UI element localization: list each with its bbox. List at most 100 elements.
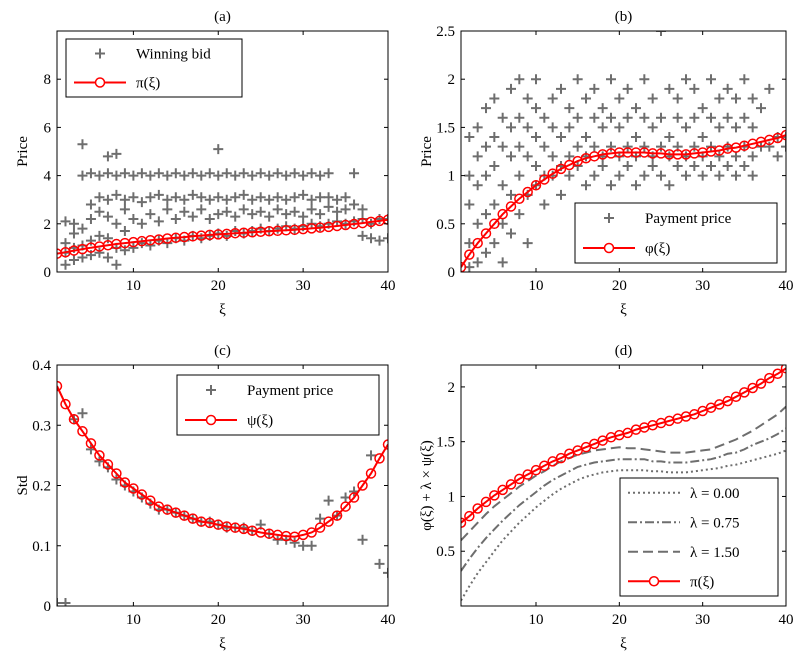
x-tick-label: 20 (211, 278, 226, 294)
y-axis-label: Std (15, 475, 31, 496)
scatter-point (298, 189, 309, 200)
y-tick-label: 0.5 (436, 217, 455, 233)
scatter-point (539, 141, 550, 152)
scatter-point (556, 83, 566, 94)
curve-marker (480, 496, 492, 508)
curve-marker (730, 391, 742, 403)
curve-marker (464, 249, 475, 260)
scatter-point (597, 122, 608, 133)
legend-entry: Payment price (206, 383, 334, 399)
scatter-point (204, 194, 215, 205)
scatter-point (323, 495, 334, 506)
curve-marker (357, 480, 368, 491)
scatter-point (272, 168, 283, 179)
scatter-point (731, 170, 741, 181)
scatter-point (247, 170, 258, 181)
scatter-point (631, 180, 641, 191)
scatter-point (272, 192, 283, 203)
scatter-point (230, 192, 241, 203)
scatter-point (136, 218, 147, 229)
scatter-point (213, 144, 224, 155)
legend-entry: Payment price (604, 211, 732, 227)
scatter-point (597, 160, 608, 171)
x-tick-label: 30 (296, 612, 311, 628)
scatter-point (531, 74, 541, 85)
y-tick-label: 0 (44, 265, 52, 281)
curve-marker (747, 382, 758, 394)
y-tick-label: 2.5 (436, 24, 455, 40)
scatter-point (714, 93, 725, 104)
scatter-point (639, 141, 650, 152)
scatter-point (564, 170, 575, 181)
scatter-point (481, 141, 491, 152)
legend-marker (95, 48, 105, 59)
scatter-point (196, 204, 207, 215)
scatter-point (731, 151, 741, 162)
scatter-point (697, 170, 708, 181)
scatter-point (681, 170, 691, 181)
scatter-point (255, 192, 266, 203)
curve-marker (68, 413, 80, 425)
curve-marker (382, 214, 388, 225)
x-tick-label: 20 (612, 612, 627, 628)
scatter-point (85, 213, 96, 224)
scatter-point (747, 122, 758, 133)
scatter-point (153, 189, 164, 200)
legend-label: π(ξ) (136, 76, 160, 92)
scatter-point (68, 228, 79, 239)
x-tick-label: 10 (529, 612, 544, 628)
scatter-point (102, 151, 113, 162)
y-axis-label: Price (419, 136, 435, 167)
scatter-point (464, 199, 475, 210)
scatter-point (298, 211, 309, 222)
scatter-point (506, 122, 516, 133)
y-tick-label: 0.4 (32, 358, 51, 374)
x-axis-label: ξ (219, 636, 226, 652)
scatter-point (187, 189, 198, 200)
scatter-point (506, 151, 516, 162)
curve-marker (348, 492, 360, 503)
scatter-point (128, 192, 139, 203)
scatter-point (289, 206, 300, 217)
scatter-point (128, 213, 139, 224)
curve-marker (464, 510, 475, 522)
scatter-point (306, 204, 317, 215)
scatter-point (656, 170, 666, 181)
scatter-point (681, 122, 691, 133)
curve-marker (489, 490, 500, 501)
curve-marker (522, 186, 533, 198)
y-tick-label: 0.1 (32, 539, 51, 555)
scatter-point (60, 259, 71, 270)
curve-marker (497, 484, 508, 496)
y-tick-label: 4 (44, 169, 52, 185)
legend: Payment price φ(ξ) (574, 202, 778, 264)
scatter-point (664, 132, 675, 143)
scatter-point (238, 168, 249, 179)
scatter-point (581, 180, 591, 191)
curve-marker (564, 159, 575, 171)
scatter-point (128, 170, 139, 181)
legend-label: Winning bid (136, 47, 211, 63)
curve-marker (136, 489, 148, 500)
scatter-point (472, 151, 483, 162)
plot-area (57, 139, 388, 270)
chart-title: (b) (615, 9, 633, 25)
scatter-point (606, 141, 616, 152)
chart-panel-d: 10 20 30 40 0.5 1 1.5 2 (d) ξ φ(ξ) + λ × ψ(ξ) λ = 0… (419, 343, 794, 652)
scatter-point (238, 189, 249, 200)
scatter-point (60, 216, 71, 227)
scatter-point (289, 192, 300, 203)
legend-entry: λ = 0.75 (628, 515, 739, 531)
scatter-point (522, 238, 533, 249)
scatter-point (332, 194, 343, 205)
y-axis-label: Price (15, 136, 31, 167)
scatter-point (539, 199, 550, 210)
scatter-point (170, 192, 181, 203)
scatter-point (289, 168, 300, 179)
x-tick-label: 40 (381, 278, 396, 294)
scatter-point (213, 209, 224, 220)
scatter-point (221, 230, 232, 241)
x-tick-label: 10 (126, 278, 141, 294)
scatter-point (145, 209, 156, 220)
scatter-point (589, 83, 600, 94)
